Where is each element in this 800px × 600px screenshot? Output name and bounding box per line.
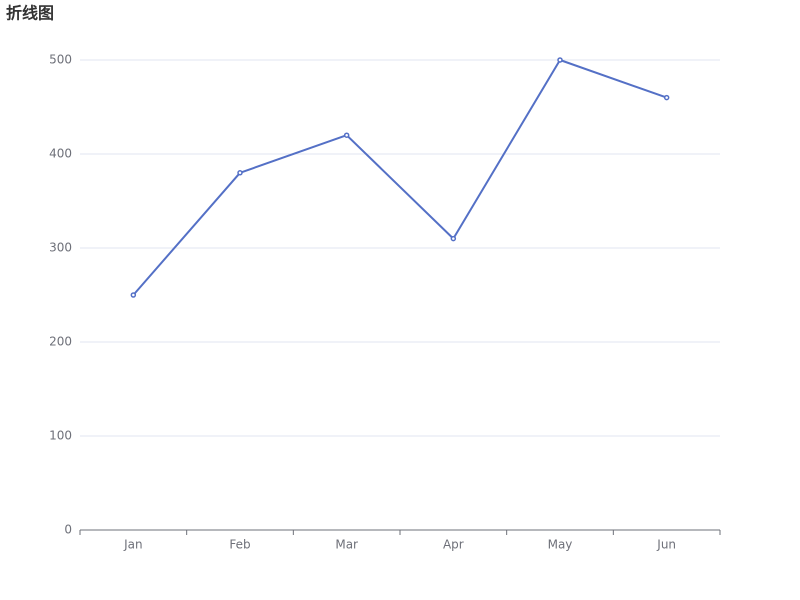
chart-title: 折线图 — [6, 4, 54, 23]
y-tick-label: 0 — [64, 523, 72, 537]
x-tick-label: May — [548, 538, 573, 552]
point — [663, 94, 670, 101]
y-tick-label: 500 — [49, 53, 72, 67]
x-tick-label: Jun — [656, 538, 676, 552]
y-tick-label: 400 — [49, 147, 72, 161]
point — [130, 292, 137, 298]
y-tick-label: 200 — [49, 335, 72, 349]
point — [450, 235, 457, 242]
x-tick-label: Apr — [443, 538, 464, 552]
y-tick-label: 100 — [49, 429, 72, 443]
point — [557, 57, 563, 63]
point — [237, 170, 243, 176]
line — [132, 59, 667, 296]
x-tick-label: Feb — [229, 538, 250, 552]
x-tick-label: Jan — [123, 538, 143, 552]
y-tick-label: 300 — [49, 241, 72, 255]
x-tick-label: Mar — [335, 538, 358, 552]
point — [343, 132, 350, 138]
